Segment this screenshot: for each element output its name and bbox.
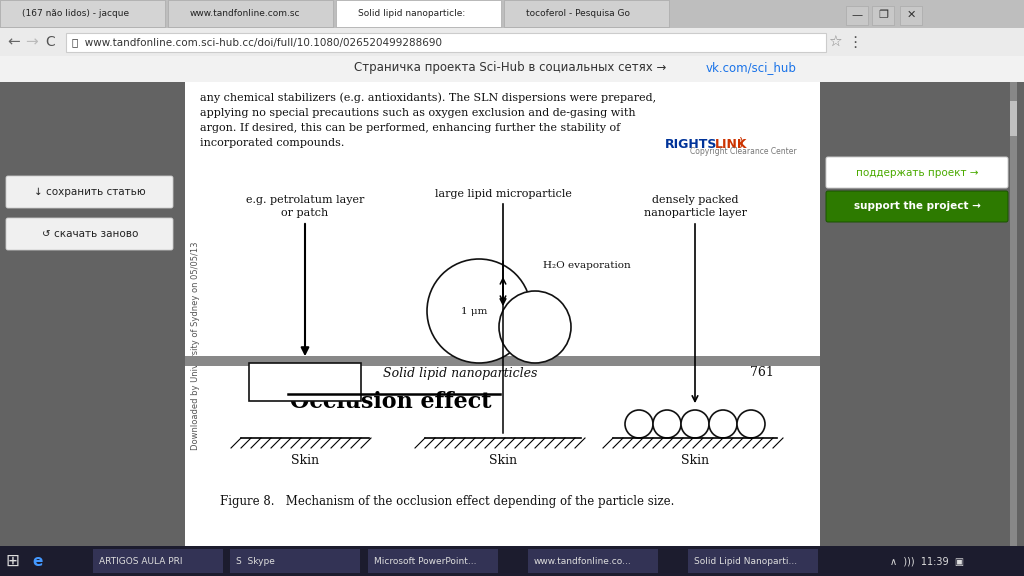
Text: densely packed: densely packed xyxy=(651,195,738,205)
FancyBboxPatch shape xyxy=(6,218,173,250)
Circle shape xyxy=(653,410,681,438)
Circle shape xyxy=(625,410,653,438)
Text: argon. If desired, this can be performed, enhancing further the stability of: argon. If desired, this can be performed… xyxy=(200,123,621,133)
Text: Skin: Skin xyxy=(291,453,319,467)
Text: incorporated compounds.: incorporated compounds. xyxy=(200,138,344,148)
Circle shape xyxy=(681,410,709,438)
Text: ↓ сохранить статью: ↓ сохранить статью xyxy=(34,187,145,197)
Circle shape xyxy=(709,410,737,438)
Bar xyxy=(528,549,658,573)
Bar xyxy=(336,0,501,27)
Text: e.g. petrolatum layer: e.g. petrolatum layer xyxy=(246,195,365,205)
Text: Страничка проекта Sci-Hub в социальных сетях →: Страничка проекта Sci-Hub в социальных с… xyxy=(354,62,670,74)
Text: —: — xyxy=(851,10,862,20)
Text: Solid lipid nanoparticle:: Solid lipid nanoparticle: xyxy=(358,9,465,18)
Text: ∧  )))  11:39  ▣: ∧ ))) 11:39 ▣ xyxy=(890,556,965,566)
Bar xyxy=(368,549,498,573)
Circle shape xyxy=(427,259,531,363)
FancyBboxPatch shape xyxy=(6,176,173,208)
Text: www.tandfonline.com.sc: www.tandfonline.com.sc xyxy=(190,9,300,18)
Text: applying no special precautions such as oxygen exclusion and de-gasing with: applying no special precautions such as … xyxy=(200,108,636,118)
Text: ←: ← xyxy=(7,35,20,50)
Bar xyxy=(504,0,669,27)
Text: or patch: or patch xyxy=(282,208,329,218)
Bar xyxy=(0,546,1024,576)
Bar xyxy=(0,82,185,546)
Bar xyxy=(168,0,333,27)
Bar xyxy=(1010,101,1017,136)
Text: 1 μm: 1 μm xyxy=(461,306,487,316)
Text: www.tandfonline.co...: www.tandfonline.co... xyxy=(534,556,632,566)
Text: LINK: LINK xyxy=(715,138,748,150)
Bar xyxy=(820,82,1024,546)
Text: поддержать проект →: поддержать проект → xyxy=(856,168,978,178)
FancyBboxPatch shape xyxy=(826,157,1008,188)
Bar xyxy=(846,6,868,25)
Bar xyxy=(66,33,826,52)
Text: ✕: ✕ xyxy=(906,10,915,20)
Text: ⋮: ⋮ xyxy=(848,35,862,50)
Text: Microsoft PowerPoint...: Microsoft PowerPoint... xyxy=(374,556,476,566)
Text: e: e xyxy=(33,554,43,569)
Bar xyxy=(93,549,223,573)
Circle shape xyxy=(737,410,765,438)
Text: ): ) xyxy=(739,138,743,150)
Text: vk.com/sci_hub: vk.com/sci_hub xyxy=(706,62,797,74)
Text: nanoparticle layer: nanoparticle layer xyxy=(643,208,746,218)
Text: Skin: Skin xyxy=(488,453,517,467)
Text: ⓘ  www.tandfonline.com.sci-hub.cc/doi/full/10.1080/026520499288690: ⓘ www.tandfonline.com.sci-hub.cc/doi/ful… xyxy=(72,37,442,47)
Text: ☆: ☆ xyxy=(828,35,842,50)
Text: →: → xyxy=(26,35,38,50)
Text: Copyright Clearance Center: Copyright Clearance Center xyxy=(690,147,797,157)
Text: Solid lipid nanoparticles: Solid lipid nanoparticles xyxy=(383,366,538,380)
Text: Skin: Skin xyxy=(681,453,709,467)
Text: (167 não lidos) - jacque: (167 não lidos) - jacque xyxy=(22,9,129,18)
Circle shape xyxy=(499,291,571,363)
Text: support the project →: support the project → xyxy=(854,201,980,211)
Bar xyxy=(249,363,361,401)
Text: 761: 761 xyxy=(750,366,774,380)
Bar xyxy=(900,6,922,25)
Text: Solid Lipid Nanoparti...: Solid Lipid Nanoparti... xyxy=(694,556,797,566)
Bar xyxy=(1010,82,1017,546)
Text: ❐: ❐ xyxy=(878,10,888,20)
Bar xyxy=(0,28,1024,56)
FancyBboxPatch shape xyxy=(826,191,1008,222)
Bar xyxy=(0,0,165,27)
Bar xyxy=(185,356,820,366)
Text: RIGHTS: RIGHTS xyxy=(665,138,718,150)
Text: Figure 8.   Mechanism of the occlusion effect depending of the particle size.: Figure 8. Mechanism of the occlusion eff… xyxy=(220,495,675,507)
Bar xyxy=(0,56,1024,82)
Text: Occlusion effect: Occlusion effect xyxy=(290,391,492,413)
Text: ⊞: ⊞ xyxy=(5,552,18,570)
Text: H₂O evaporation: H₂O evaporation xyxy=(543,262,631,271)
Text: large lipid microparticle: large lipid microparticle xyxy=(434,189,571,199)
Bar xyxy=(0,0,1024,28)
Text: tocoferol - Pesquisa Go: tocoferol - Pesquisa Go xyxy=(526,9,630,18)
Bar xyxy=(230,549,360,573)
Text: ARTIGOS AULA PRI: ARTIGOS AULA PRI xyxy=(99,556,182,566)
Text: any chemical stabilizers (e.g. antioxidants). The SLN dispersions were prepared,: any chemical stabilizers (e.g. antioxida… xyxy=(200,93,656,103)
Bar xyxy=(872,6,894,25)
Text: C: C xyxy=(45,35,55,49)
Text: S  Skype: S Skype xyxy=(236,556,274,566)
Text: Downloaded by University of Sydney on 05/05/13: Downloaded by University of Sydney on 05… xyxy=(191,242,201,450)
Bar xyxy=(688,549,818,573)
Text: ↺ скачать заново: ↺ скачать заново xyxy=(42,229,138,239)
Bar xyxy=(185,82,820,546)
